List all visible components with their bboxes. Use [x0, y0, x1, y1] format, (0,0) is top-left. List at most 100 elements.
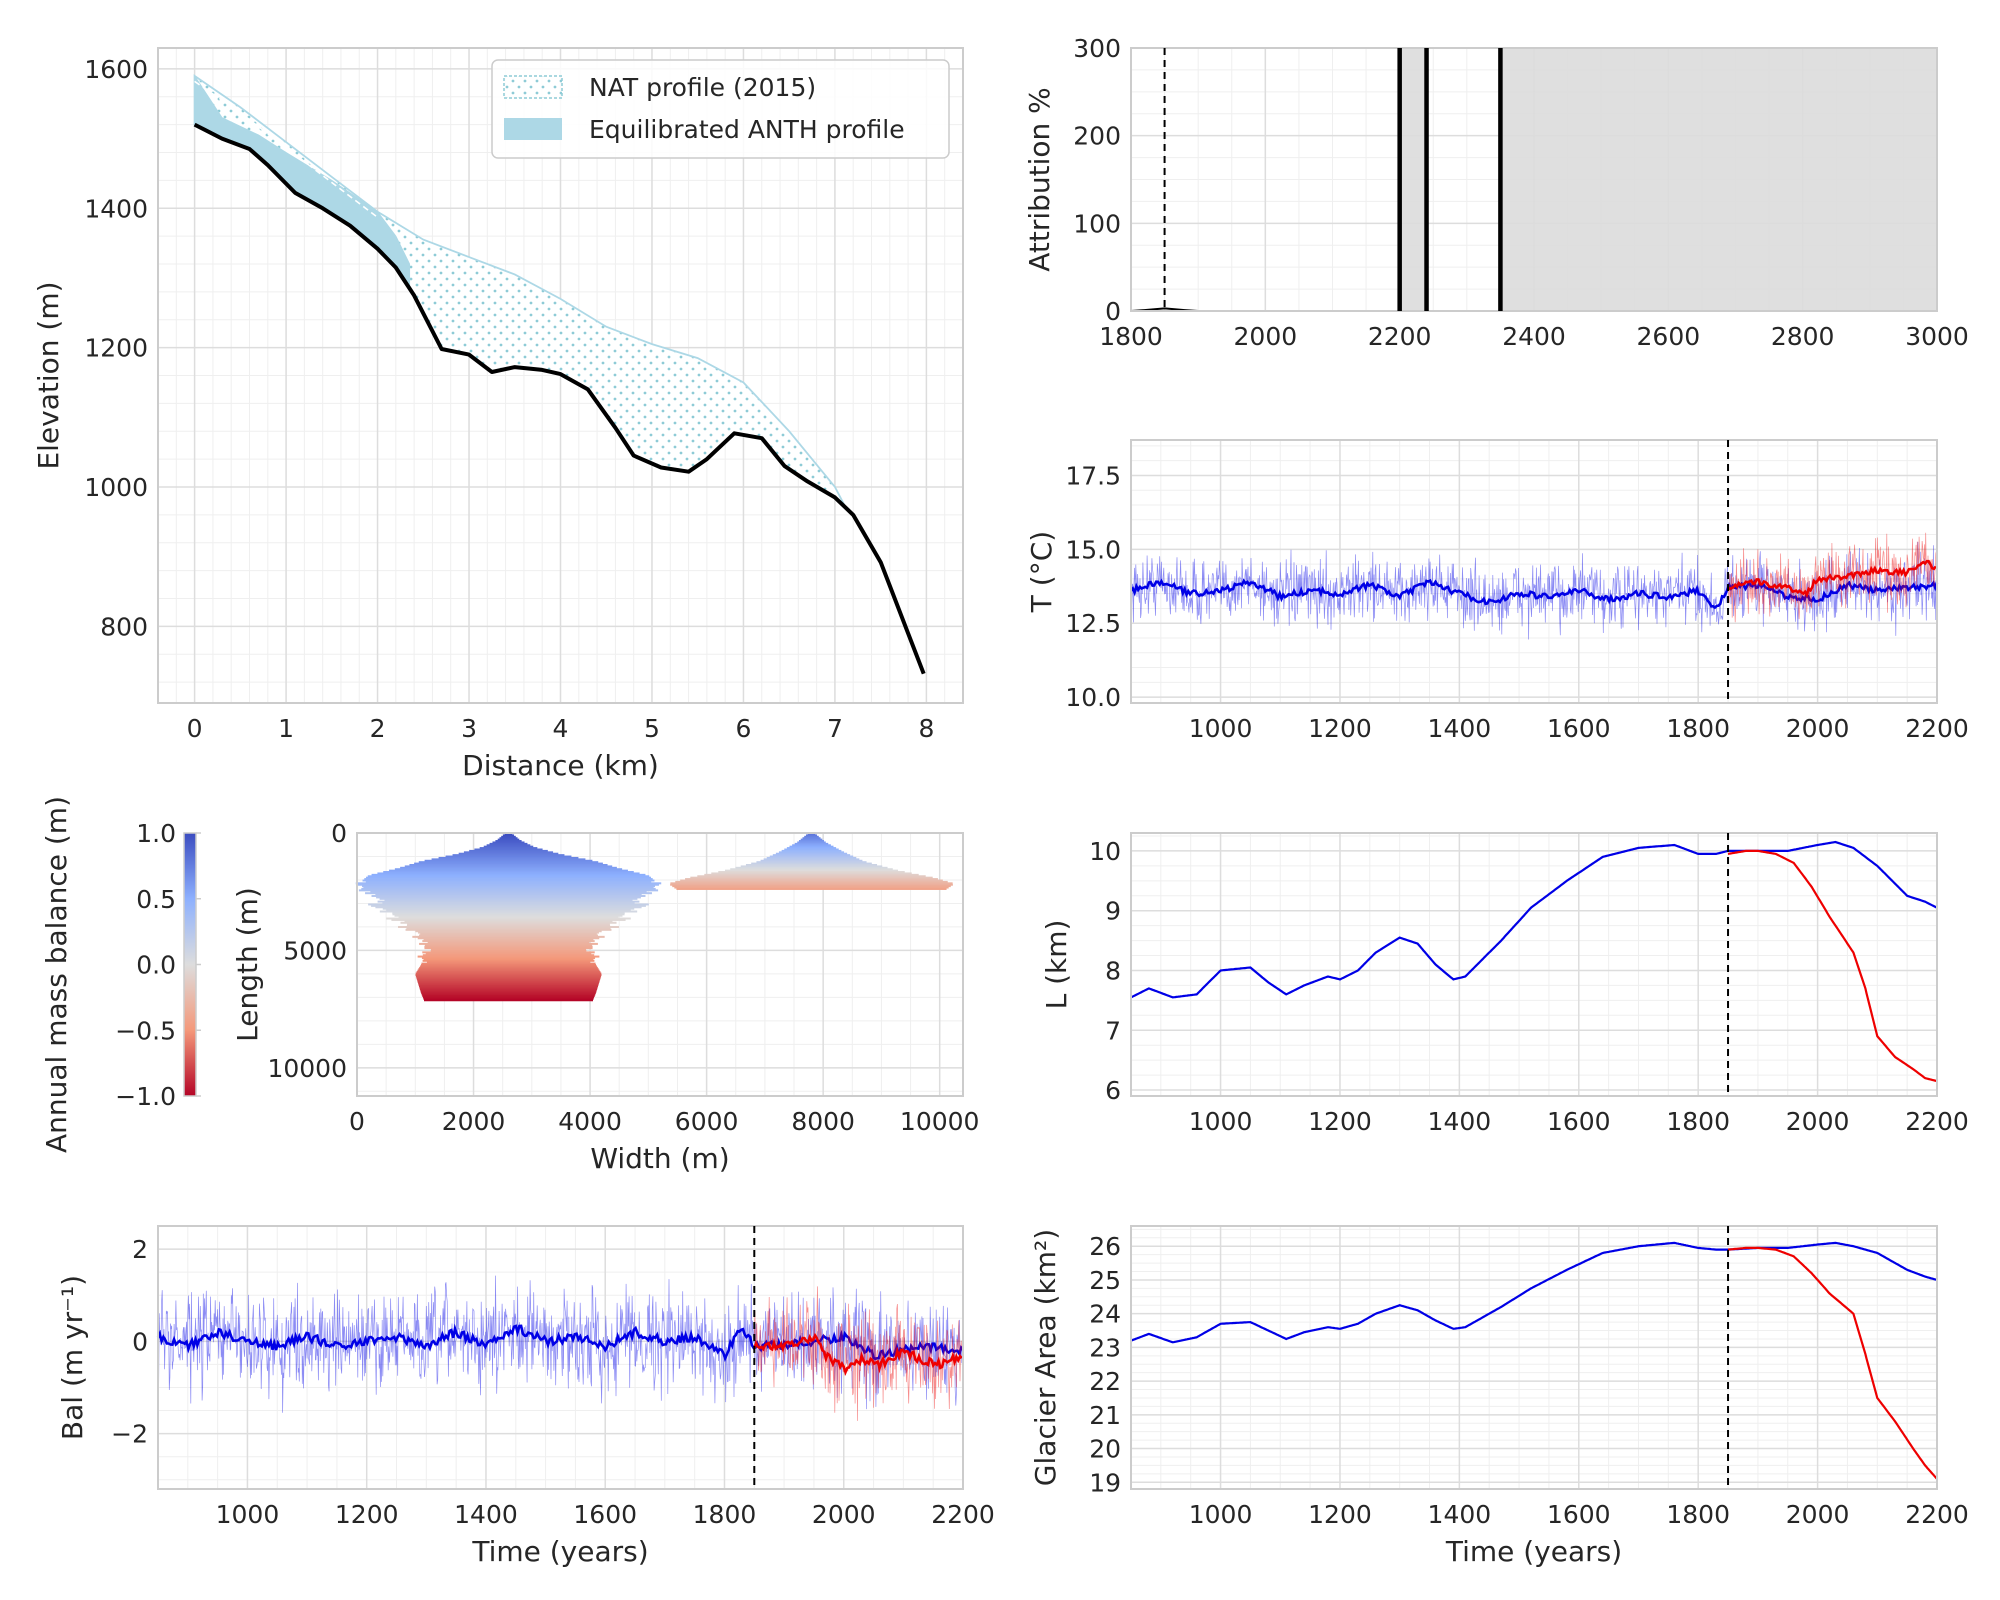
glacier-1-band [419, 934, 598, 937]
x-tick-label: 1400 [454, 1500, 518, 1529]
glacier-1-band [438, 856, 579, 859]
glacier-1-band [420, 990, 597, 993]
glacier-1-band [474, 848, 543, 851]
glacier-1-band [418, 968, 599, 971]
glacier-1-band [423, 958, 594, 961]
area-frame [1130, 1225, 1938, 1490]
y-tick-label: 21 [1089, 1401, 1121, 1430]
legend-label-anth: Equilibrated ANTH profile [589, 115, 905, 144]
y-axis-label: Length (m) [231, 887, 264, 1042]
glacier-1-band [405, 928, 612, 931]
series-natural-line [1130, 840, 1938, 999]
glacier-1-band [415, 930, 602, 933]
glacier-1-band [365, 892, 652, 895]
legend-swatch-anth [504, 118, 562, 140]
glacier-2-band [800, 838, 823, 841]
glacier-1-band [394, 868, 623, 871]
glacier-1-band [427, 941, 590, 944]
glacier-1-band [417, 969, 600, 972]
glacier-1-band [421, 962, 596, 965]
y-tick-label: 8 [1105, 956, 1121, 985]
glacier-1-band [423, 938, 594, 941]
x-tick-label: 10000 [900, 1107, 980, 1136]
x-tick-label: 1 [278, 714, 294, 743]
glacier-2-band [798, 840, 825, 843]
glacier-1-band [386, 917, 631, 920]
colorbar-tick-label: 1.0 [136, 819, 176, 848]
y-tick-label: 5000 [283, 936, 347, 965]
x-tick-label: 1400 [1428, 1500, 1492, 1529]
y-tick-label: 26 [1089, 1232, 1121, 1261]
x-tick-label: 1800 [693, 1500, 757, 1529]
glacier-2-band [763, 858, 860, 861]
glacier-1-band [415, 972, 602, 975]
glacier-2-band [784, 848, 839, 851]
glacier-1-band [355, 882, 662, 885]
y-tick-label: 19 [1089, 1468, 1121, 1497]
glacier-1-band [501, 835, 516, 838]
glacier-1-band [417, 979, 600, 982]
glacier-2-band [697, 875, 926, 878]
glacier-2-band [718, 871, 905, 874]
glacier-1-band [419, 942, 598, 945]
glacier-2-band [786, 847, 837, 850]
glacier-1-band [371, 873, 646, 876]
colorbar [183, 832, 197, 1097]
glacier-1-band [492, 841, 525, 844]
glacier-2-band [724, 869, 899, 872]
glacier-2-band [766, 856, 857, 859]
x-tick-label: 2000 [1786, 1500, 1850, 1529]
y-tick-label: 10.0 [1065, 683, 1121, 712]
glacier-1-band [394, 914, 623, 917]
glacier-1-band [377, 900, 640, 903]
glacier-1-band [430, 948, 587, 951]
glacier-1-band [371, 904, 646, 907]
glacier-1-band [404, 865, 613, 868]
glacier-2-band [775, 852, 848, 855]
y-axis-label: T (°C) [1025, 531, 1058, 613]
glacier-2-band [711, 872, 912, 875]
glacier-1-band [420, 964, 597, 967]
glacier-2-band [672, 885, 951, 888]
series-natural-smoothed-line [156, 1323, 964, 1363]
colorbar-tick-label: 0.5 [136, 885, 176, 914]
glacier-1-band [362, 879, 655, 882]
glacier-1-band [409, 863, 608, 867]
x-tick-label: 2800 [1771, 322, 1835, 351]
glacier-1-band [414, 862, 603, 865]
attribution-frame [1130, 47, 1938, 312]
x-axis-label: Time (years) [471, 1535, 648, 1568]
glacier-1-band [416, 971, 601, 974]
x-tick-label: 2200 [931, 1500, 995, 1529]
glacier-1-band [416, 978, 601, 981]
glacier-2-band [675, 880, 948, 883]
x-tick-label: 1400 [1428, 1107, 1492, 1136]
glacier-2-band [745, 863, 878, 867]
x-tick-label: 2 [370, 714, 386, 743]
glacier-1-band [404, 920, 613, 923]
attribution-shaded-band [1500, 48, 1937, 311]
series-natural-smoothed-line [1130, 578, 1939, 610]
series-anthropogenic-line [1727, 1246, 1938, 1480]
y-axis-label: Bal (m yr⁻¹) [56, 1275, 89, 1440]
glacier-2-band [794, 842, 829, 845]
glacier-1-band [367, 875, 650, 878]
y-tick-label: 25 [1089, 1266, 1121, 1295]
y-tick-label: 7 [1105, 1016, 1121, 1045]
glacier-1-band [489, 842, 528, 845]
glacier-1-band [415, 975, 602, 978]
glacier-2-band [778, 851, 845, 854]
x-tick-label: 0 [349, 1107, 365, 1136]
profile-frame [157, 47, 964, 704]
glacier-1-band [400, 866, 617, 869]
x-tick-label: 1600 [1547, 714, 1611, 743]
x-tick-label: 8 [918, 714, 934, 743]
glacier-2-band [797, 841, 826, 844]
glacier-1-band [361, 887, 656, 890]
glacier-1-band [382, 902, 635, 905]
glacier-1-band [412, 935, 605, 938]
x-tick-label: 0 [187, 714, 203, 743]
y-tick-label: 1200 [84, 334, 148, 363]
y-tick-label: 1000 [84, 473, 148, 502]
glacier-2-band [685, 878, 938, 881]
